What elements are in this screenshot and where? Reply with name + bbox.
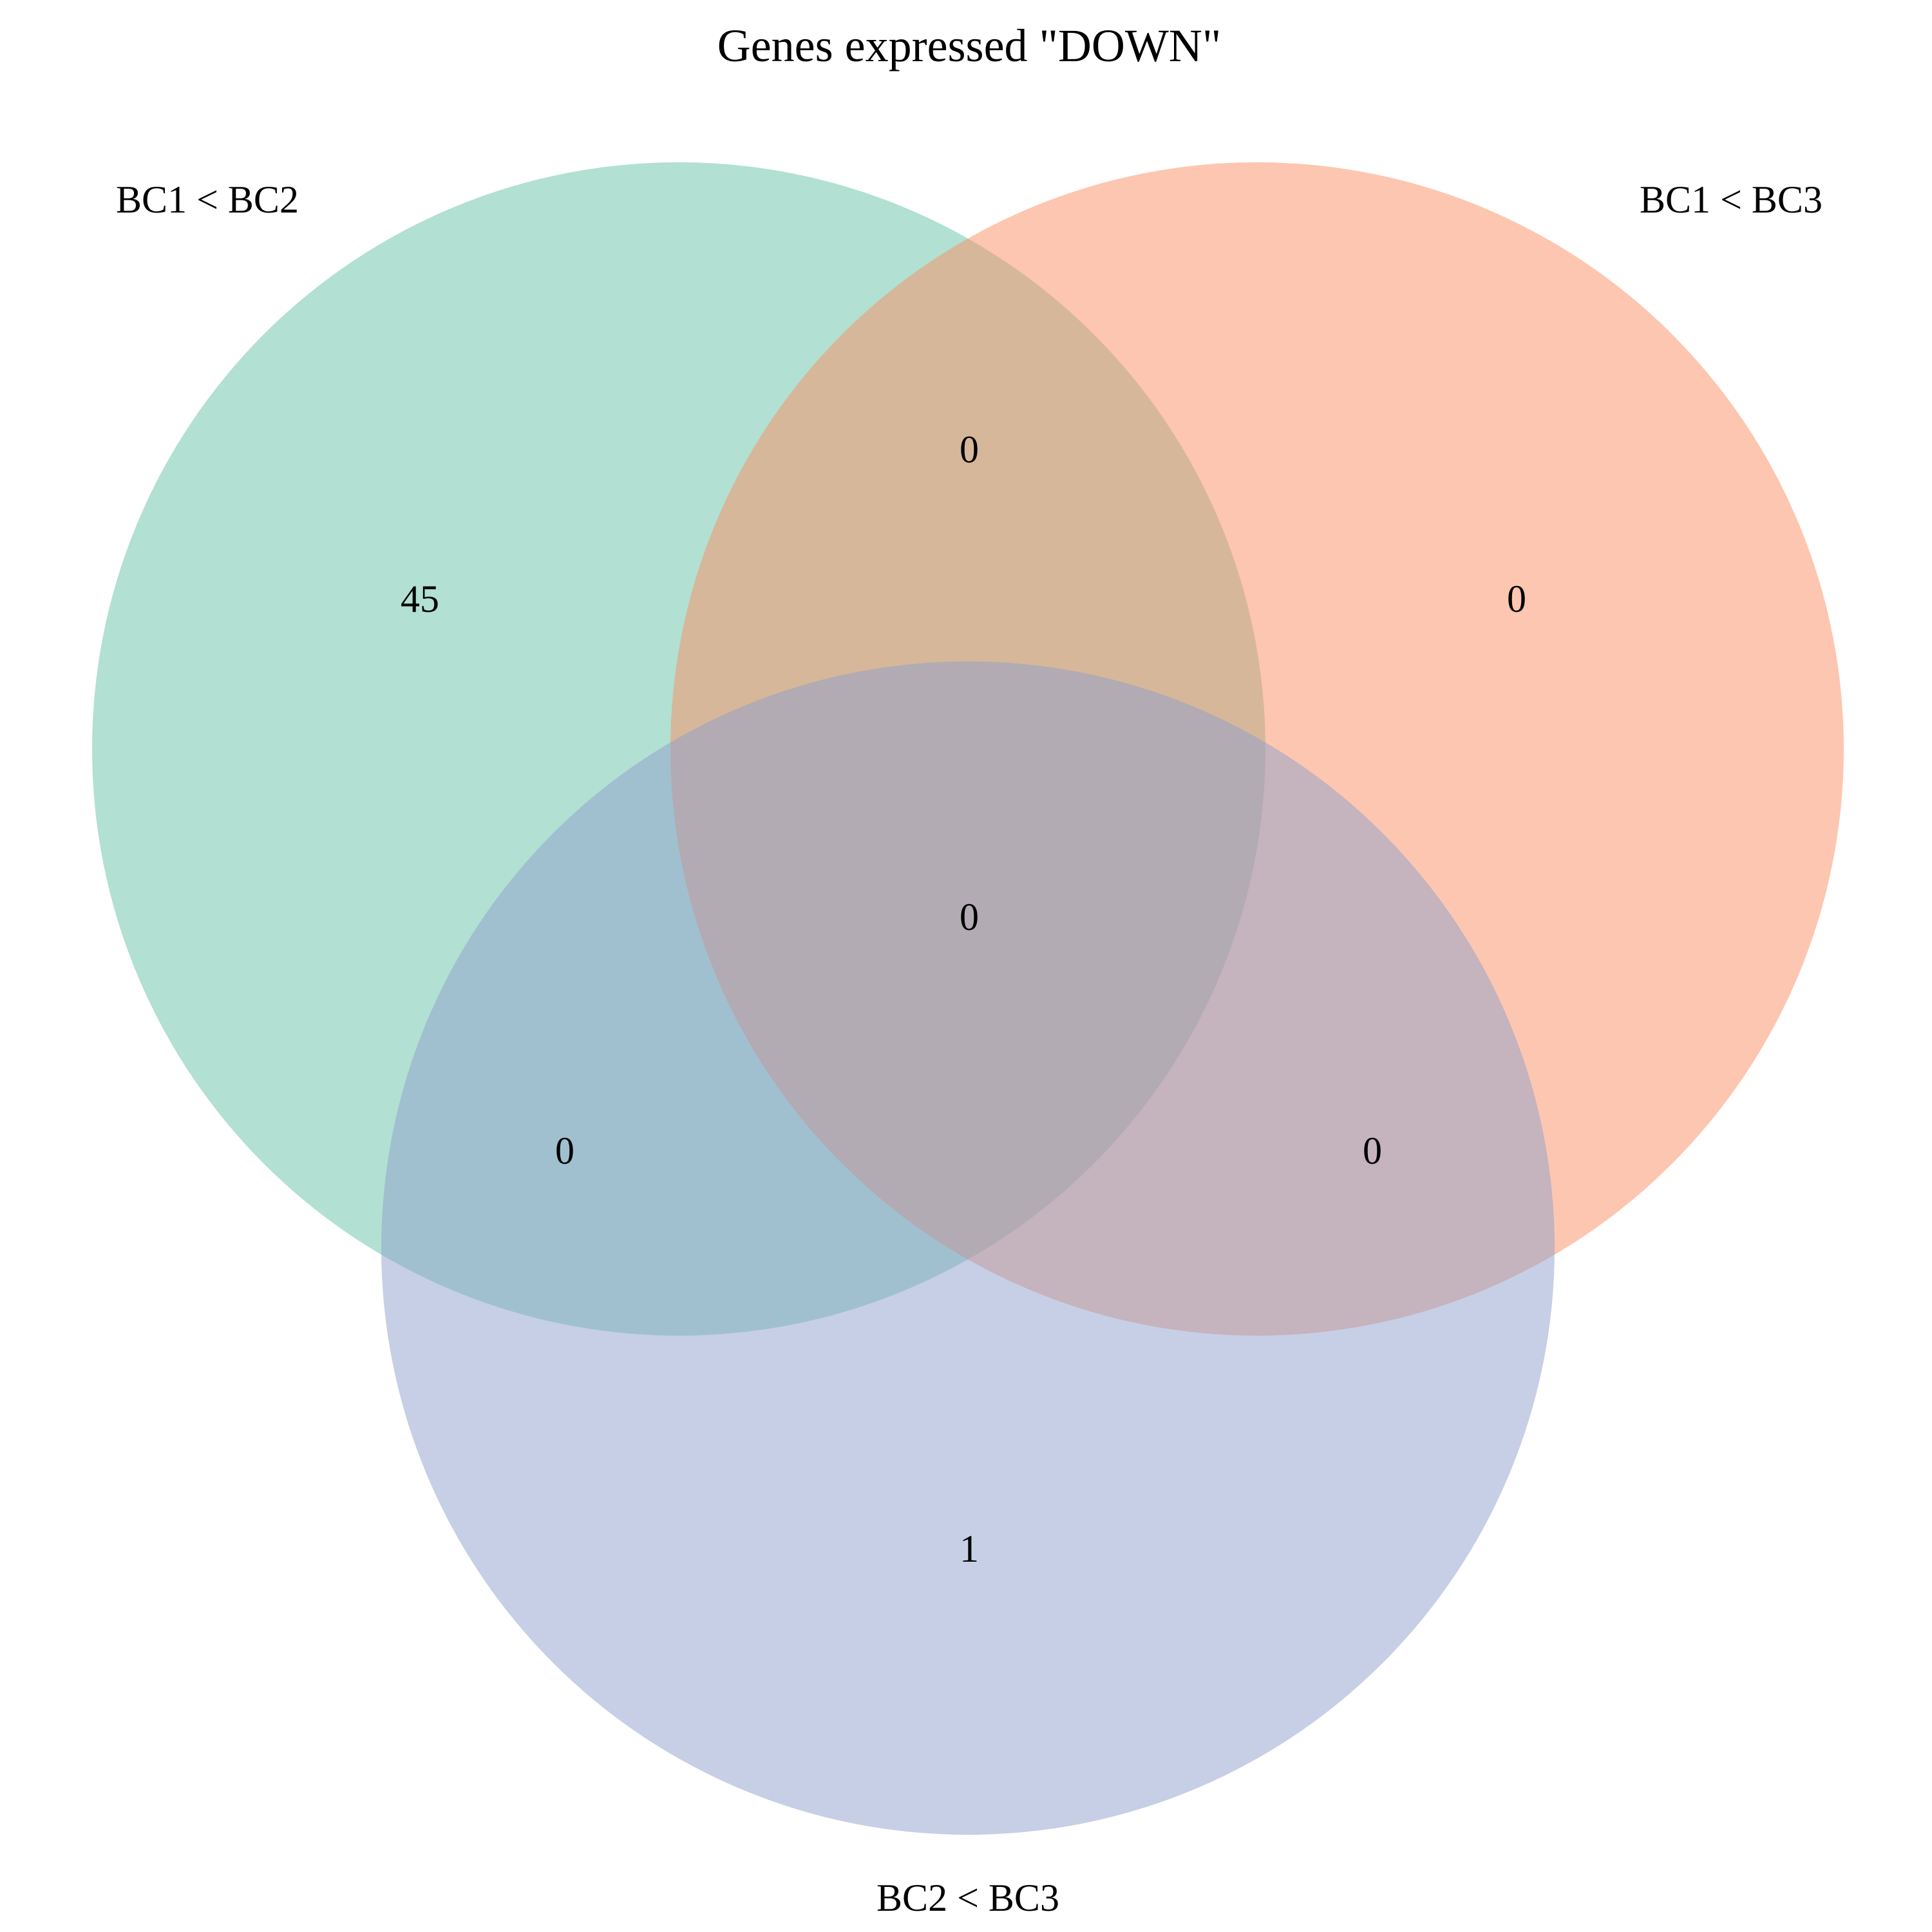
count-only-bc1-lt-bc2: 45: [401, 578, 439, 620]
count-bc1-lt-bc2-and-bc2-lt-bc3: 0: [555, 1130, 574, 1172]
count-all-three: 0: [960, 896, 979, 938]
label-bc1-lt-bc2: BC1 < BC2: [116, 178, 299, 221]
label-bc2-lt-bc3: BC2 < BC3: [876, 1877, 1059, 1919]
count-bc1-lt-bc2-and-bc1-lt-bc3: 0: [960, 428, 979, 471]
count-bc1-lt-bc3-and-bc2-lt-bc3: 0: [1363, 1130, 1382, 1172]
label-bc1-lt-bc3: BC1 < BC3: [1640, 178, 1823, 221]
diagram-title: Genes expressed "DOWN": [717, 20, 1222, 71]
count-only-bc2-lt-bc3: 1: [960, 1528, 979, 1570]
count-only-bc1-lt-bc3: 0: [1507, 578, 1526, 620]
circle-bc2-lt-bc3: [381, 661, 1555, 1835]
